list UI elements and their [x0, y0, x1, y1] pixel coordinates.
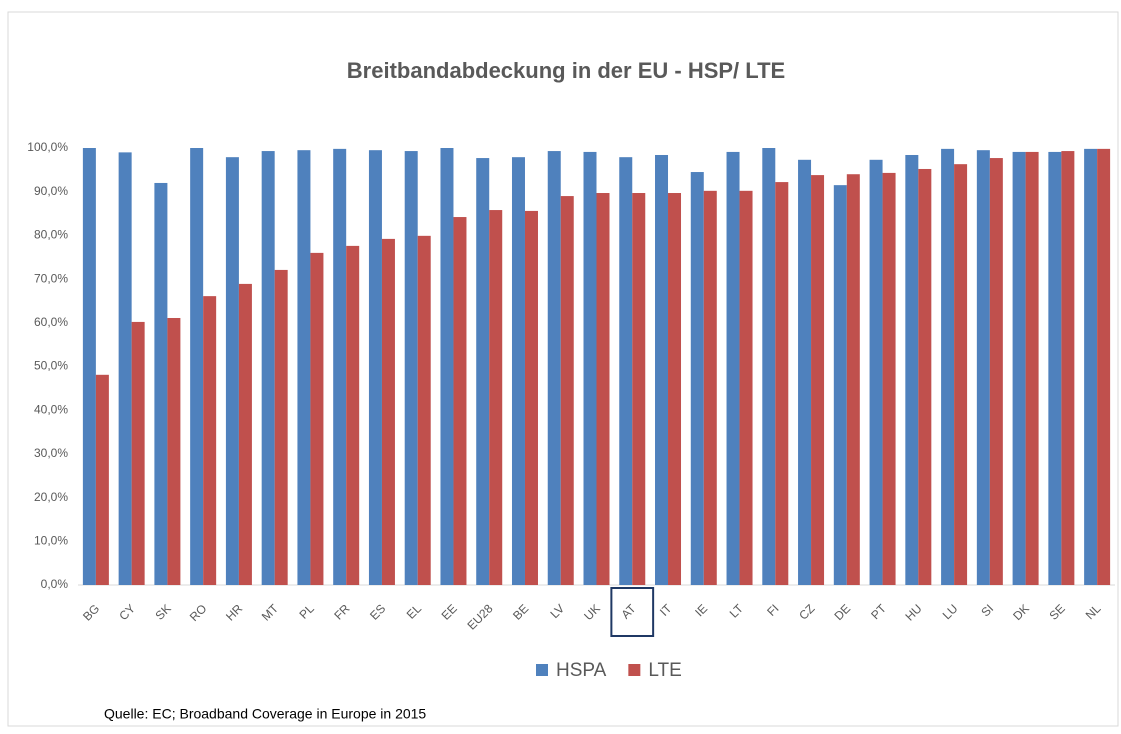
bar [274, 269, 288, 585]
bar [739, 190, 753, 586]
selection-box [610, 587, 655, 637]
y-tick-label: 40,0% [34, 402, 68, 416]
bar [882, 172, 896, 585]
bar [918, 168, 932, 585]
bar [453, 217, 467, 585]
bar [154, 182, 168, 585]
y-tick-label: 20,0% [34, 490, 68, 504]
legend-label: HSPA [556, 660, 607, 681]
bar [238, 283, 252, 585]
y-tick-label: 10,0% [34, 533, 68, 547]
bar [1084, 148, 1098, 585]
bar [632, 193, 646, 586]
bar [596, 193, 610, 586]
bar [417, 235, 431, 585]
bar [954, 164, 968, 585]
bar [989, 158, 1003, 585]
bar [381, 238, 395, 585]
bar [261, 151, 275, 585]
bar [404, 151, 418, 585]
bar [489, 210, 503, 585]
source-note: Quelle: EC; Broadband Coverage in Europe… [104, 706, 426, 722]
y-tick-label: 60,0% [34, 315, 68, 329]
bar [833, 185, 847, 585]
bar [131, 321, 145, 585]
bar [583, 151, 597, 586]
bar [976, 150, 990, 585]
bar [225, 157, 239, 585]
legend-label: LTE [648, 660, 681, 681]
bar [905, 154, 919, 585]
y-tick-label: 30,0% [34, 446, 68, 460]
bar [775, 182, 789, 585]
bar [1025, 151, 1039, 586]
bar [1048, 151, 1062, 586]
chart-title: Breitbandabdeckung in der EU - HSP/ LTE [347, 58, 785, 83]
legend-swatch [628, 664, 641, 676]
bar [1012, 151, 1026, 586]
bar [511, 157, 525, 585]
bar [703, 190, 717, 586]
bar [846, 174, 860, 585]
bar [619, 157, 633, 585]
bar [524, 210, 538, 586]
bar [655, 154, 669, 585]
bar [726, 151, 740, 586]
bar [310, 252, 324, 585]
bar [869, 159, 883, 585]
y-tick-label: 90,0% [34, 184, 68, 198]
bar [1061, 151, 1075, 585]
bar [668, 193, 682, 586]
bar [297, 150, 311, 585]
y-tick-label: 80,0% [34, 228, 68, 242]
legend-swatch [536, 664, 548, 676]
bar [95, 374, 109, 585]
bar [560, 196, 574, 585]
bar [476, 158, 490, 585]
bar [203, 296, 217, 585]
bar [547, 151, 561, 585]
bar [690, 172, 704, 585]
y-tick-label: 70,0% [34, 271, 68, 285]
bar [798, 159, 812, 585]
y-tick-label: 100,0% [27, 140, 68, 154]
bar [368, 150, 382, 585]
bar [346, 245, 360, 585]
bar [1097, 148, 1111, 585]
bar [811, 175, 825, 585]
bar [440, 148, 454, 585]
bar [762, 148, 776, 585]
bar [118, 152, 132, 585]
bar [190, 148, 204, 585]
bar [941, 148, 955, 585]
y-tick-label: 50,0% [34, 359, 68, 373]
bar [167, 317, 181, 585]
y-tick-label: 0,0% [41, 577, 69, 591]
bar [333, 148, 347, 585]
bar [82, 148, 96, 585]
